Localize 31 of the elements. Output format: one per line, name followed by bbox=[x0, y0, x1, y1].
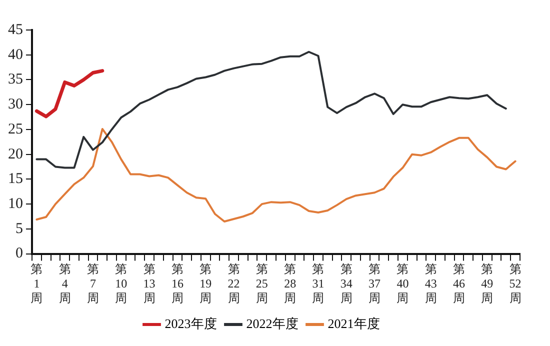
x-tick-label: 第46周 bbox=[453, 262, 465, 305]
x-tick-label: 第31周 bbox=[312, 262, 324, 305]
legend-label: 2022年度 bbox=[246, 316, 298, 331]
x-tick-label: 第16周 bbox=[171, 262, 184, 305]
y-tick-label: 25 bbox=[8, 121, 23, 138]
y-tick-label: 10 bbox=[8, 196, 23, 212]
legend-label: 2023年度 bbox=[164, 316, 217, 331]
y-tick-label: 30 bbox=[8, 96, 23, 113]
x-tick-label: 第22周 bbox=[228, 262, 240, 305]
y-tick-label: 15 bbox=[8, 171, 23, 188]
x-tick-label: 第1周 bbox=[30, 262, 43, 305]
x-tick-label: 第7周 bbox=[87, 262, 99, 305]
y-tick-label: 20 bbox=[8, 146, 23, 162]
x-tick-label: 第37周 bbox=[368, 262, 381, 305]
x-tick-label: 第4周 bbox=[58, 262, 71, 305]
x-tick-label: 第40周 bbox=[396, 262, 409, 305]
x-tick-label: 第34周 bbox=[340, 262, 352, 305]
y-tick-label: 5 bbox=[16, 220, 23, 237]
y-tick-label: 45 bbox=[8, 22, 23, 38]
x-tick-label: 第28周 bbox=[284, 262, 296, 305]
x-tick-label: 第43周 bbox=[424, 262, 437, 305]
y-tick-label: 35 bbox=[8, 72, 23, 88]
y-tick-label: 40 bbox=[8, 46, 23, 63]
legend-label: 2021年度 bbox=[328, 316, 380, 331]
x-tick-label: 第13周 bbox=[143, 262, 156, 305]
x-tick-label: 第52周 bbox=[509, 262, 522, 305]
x-tick-label: 第19周 bbox=[200, 262, 212, 305]
x-tick-label: 第49周 bbox=[481, 262, 494, 305]
x-tick-label: 第25周 bbox=[256, 262, 268, 305]
x-tick-label: 第10周 bbox=[115, 262, 128, 305]
y-tick-label: 0 bbox=[16, 246, 23, 262]
